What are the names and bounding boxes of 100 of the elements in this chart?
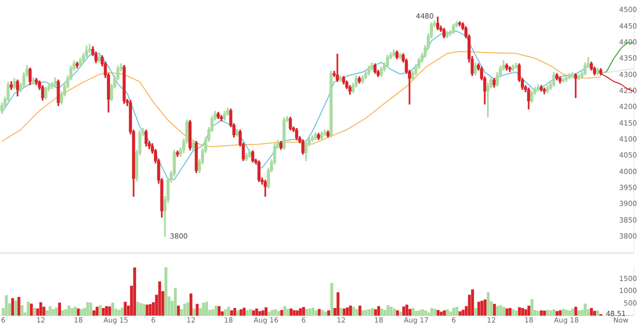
bar xyxy=(496,306,500,316)
bar xyxy=(89,302,92,316)
bar xyxy=(177,306,180,316)
bar xyxy=(449,311,452,316)
bar xyxy=(352,306,356,316)
bar xyxy=(108,306,112,316)
bar xyxy=(30,304,33,316)
bar xyxy=(371,308,374,316)
bar xyxy=(556,311,558,316)
bar xyxy=(236,310,240,316)
bar xyxy=(308,308,312,316)
bar xyxy=(518,307,521,316)
bar xyxy=(552,309,556,316)
bar xyxy=(248,308,252,316)
bar xyxy=(277,310,280,316)
bar xyxy=(336,292,340,316)
bar xyxy=(412,308,415,316)
bar xyxy=(70,308,74,316)
bar xyxy=(408,308,412,316)
bar xyxy=(283,306,286,316)
bar xyxy=(558,310,562,316)
bar xyxy=(240,309,242,316)
bar xyxy=(33,308,36,316)
bar xyxy=(54,308,58,316)
bar xyxy=(436,310,440,316)
bar xyxy=(17,296,20,316)
bar xyxy=(146,304,149,316)
bar xyxy=(392,308,396,316)
bar xyxy=(214,306,218,316)
bar xyxy=(302,307,306,316)
bar xyxy=(340,308,343,316)
bar xyxy=(493,304,496,316)
bar xyxy=(224,309,227,316)
bar xyxy=(568,310,571,316)
bar xyxy=(571,308,574,316)
bar xyxy=(418,310,421,316)
bar xyxy=(158,281,162,316)
bar xyxy=(218,306,221,316)
bar xyxy=(540,310,543,316)
bar xyxy=(20,305,24,316)
bar xyxy=(346,308,349,316)
bar xyxy=(46,310,48,316)
bar xyxy=(164,267,168,316)
bar xyxy=(362,310,364,316)
bar xyxy=(296,310,299,316)
bar xyxy=(96,306,99,316)
bar xyxy=(358,306,362,316)
bar xyxy=(396,310,399,316)
bar xyxy=(434,308,436,316)
bar xyxy=(593,310,596,316)
bar xyxy=(299,308,302,316)
bar xyxy=(484,300,486,316)
bar xyxy=(242,308,246,316)
bar xyxy=(508,308,512,316)
bar xyxy=(314,310,318,316)
bar xyxy=(102,308,105,316)
bar xyxy=(399,312,402,316)
bar xyxy=(506,308,508,316)
bar xyxy=(264,307,268,316)
bar xyxy=(324,312,327,316)
bar xyxy=(543,310,546,316)
bar xyxy=(120,308,124,316)
bar xyxy=(421,309,424,316)
bar xyxy=(514,310,518,316)
bar xyxy=(458,311,462,316)
bar xyxy=(286,308,290,316)
bar xyxy=(446,309,449,316)
bar xyxy=(105,306,108,316)
bar xyxy=(139,303,142,316)
bar xyxy=(133,267,136,316)
bar xyxy=(578,310,580,316)
bar xyxy=(462,310,465,316)
bar xyxy=(192,308,196,316)
bar xyxy=(230,310,234,316)
bar xyxy=(61,310,64,316)
bar xyxy=(261,310,264,316)
bar xyxy=(211,309,214,316)
bar xyxy=(274,309,277,316)
bar xyxy=(270,310,274,316)
bar xyxy=(227,306,230,316)
bar xyxy=(268,312,271,316)
bar xyxy=(255,308,258,316)
bar xyxy=(502,306,506,316)
bar xyxy=(68,306,70,316)
bar xyxy=(92,310,96,316)
bar xyxy=(80,308,83,316)
bar xyxy=(480,300,484,316)
bar xyxy=(349,306,352,316)
bar xyxy=(327,310,330,316)
bar xyxy=(430,308,434,316)
bar xyxy=(521,308,524,316)
bar xyxy=(442,310,446,316)
bar xyxy=(527,306,530,316)
bar xyxy=(252,310,255,316)
bar xyxy=(546,310,550,316)
bar xyxy=(190,293,192,316)
bar xyxy=(386,305,390,316)
bar xyxy=(405,304,408,316)
bar xyxy=(364,310,368,316)
bar xyxy=(424,310,428,316)
